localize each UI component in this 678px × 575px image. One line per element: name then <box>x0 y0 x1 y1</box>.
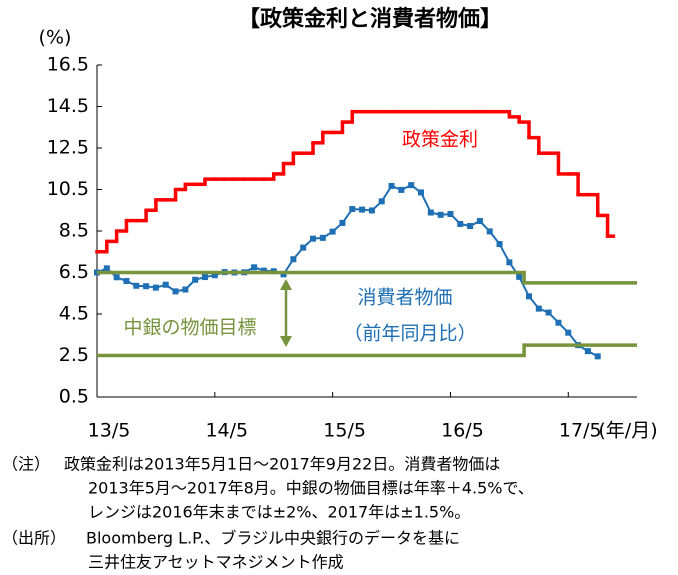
series-marker <box>329 228 336 235</box>
series-line <box>96 183 599 358</box>
annotation: 中銀の物価目標 <box>123 317 256 339</box>
series-marker <box>506 259 513 266</box>
series-marker <box>496 241 503 248</box>
y-tick-label: 16.5 <box>47 54 89 76</box>
note-label: （注） <box>2 455 50 474</box>
series-marker <box>349 206 356 213</box>
series-marker <box>467 223 474 230</box>
y-tick-label: 10.5 <box>47 178 89 200</box>
series-marker <box>427 209 434 216</box>
series-marker <box>133 282 140 289</box>
series-marker <box>476 218 483 225</box>
series-marker <box>162 281 169 288</box>
series-marker <box>437 211 444 218</box>
series-marker <box>123 278 130 285</box>
y-tick-label: 2.5 <box>59 344 89 366</box>
series-marker <box>555 319 562 326</box>
series-marker <box>280 271 287 278</box>
series-marker <box>211 272 218 279</box>
series-marker <box>113 274 120 281</box>
series-marker <box>251 264 258 271</box>
series-marker <box>398 186 405 193</box>
x-unit: (年/月) <box>598 420 657 442</box>
series-marker <box>545 309 552 316</box>
chart-title: 【政策金利と消費者物価】 <box>238 6 502 32</box>
series-marker <box>192 276 199 283</box>
note-line: 政策金利は2013年5月1日～2017年9月22日。消費者物価は <box>64 455 500 474</box>
note-line: レンジは2016年末までは±2%、2017年は±1.5%。 <box>88 503 470 522</box>
note-line: 2013年5月～2017年8月。中銀の物価目標は年率＋4.5%で、 <box>88 479 534 498</box>
annotation: 政策金利 <box>402 129 478 151</box>
series-marker <box>594 353 601 360</box>
series-marker <box>260 267 267 274</box>
series-marker <box>584 348 591 355</box>
series-marker <box>339 219 346 226</box>
series-marker <box>368 207 375 214</box>
series-marker <box>526 293 532 300</box>
note-line: Bloomberg L.P.、ブラジル中央銀行のデータを基に <box>86 529 460 548</box>
series-marker <box>408 182 415 189</box>
series-marker <box>182 286 189 293</box>
y-unit: (%) <box>39 27 72 49</box>
range-arrow <box>280 279 292 347</box>
series-marker <box>152 284 159 291</box>
series-marker <box>319 234 326 241</box>
series-marker <box>300 244 307 251</box>
series-marker <box>457 220 464 227</box>
note-label: （出所） <box>2 529 66 548</box>
series-marker <box>447 210 454 217</box>
series-marker <box>418 189 424 196</box>
series-marker <box>103 265 110 272</box>
y-tick-label: 6.5 <box>59 261 89 283</box>
series-marker <box>359 206 366 213</box>
series-marker <box>516 273 523 280</box>
series-marker <box>202 274 208 281</box>
annotation: 消費者物価 <box>357 287 452 309</box>
x-tick-label: 17/5 <box>559 420 602 442</box>
series-marker <box>290 256 297 263</box>
x-tick-label: 16/5 <box>441 420 484 442</box>
series-line <box>97 270 637 285</box>
series-marker <box>172 288 179 295</box>
step-riser <box>105 111 610 252</box>
x-tick-label: 14/5 <box>205 420 248 442</box>
series-marker <box>486 228 493 235</box>
y-tick-label: 12.5 <box>47 137 89 159</box>
x-tick-label: 13/5 <box>88 420 131 442</box>
y-tick-label: 8.5 <box>59 220 89 242</box>
series-marker <box>388 182 395 189</box>
y-tick-label: 0.5 <box>59 386 89 408</box>
series-marker <box>535 305 542 312</box>
x-tick-label: 15/5 <box>323 420 366 442</box>
annotation: （前年同月比） <box>343 323 476 345</box>
series-line <box>97 343 637 358</box>
series-marker <box>378 198 385 205</box>
series-marker <box>565 329 572 336</box>
series-marker <box>310 235 316 242</box>
series-marker <box>143 283 150 290</box>
y-tick-label: 14.5 <box>47 95 89 117</box>
note-line: 三井住友アセットマネジメント作成 <box>88 553 344 572</box>
y-tick-label: 4.5 <box>59 303 89 325</box>
